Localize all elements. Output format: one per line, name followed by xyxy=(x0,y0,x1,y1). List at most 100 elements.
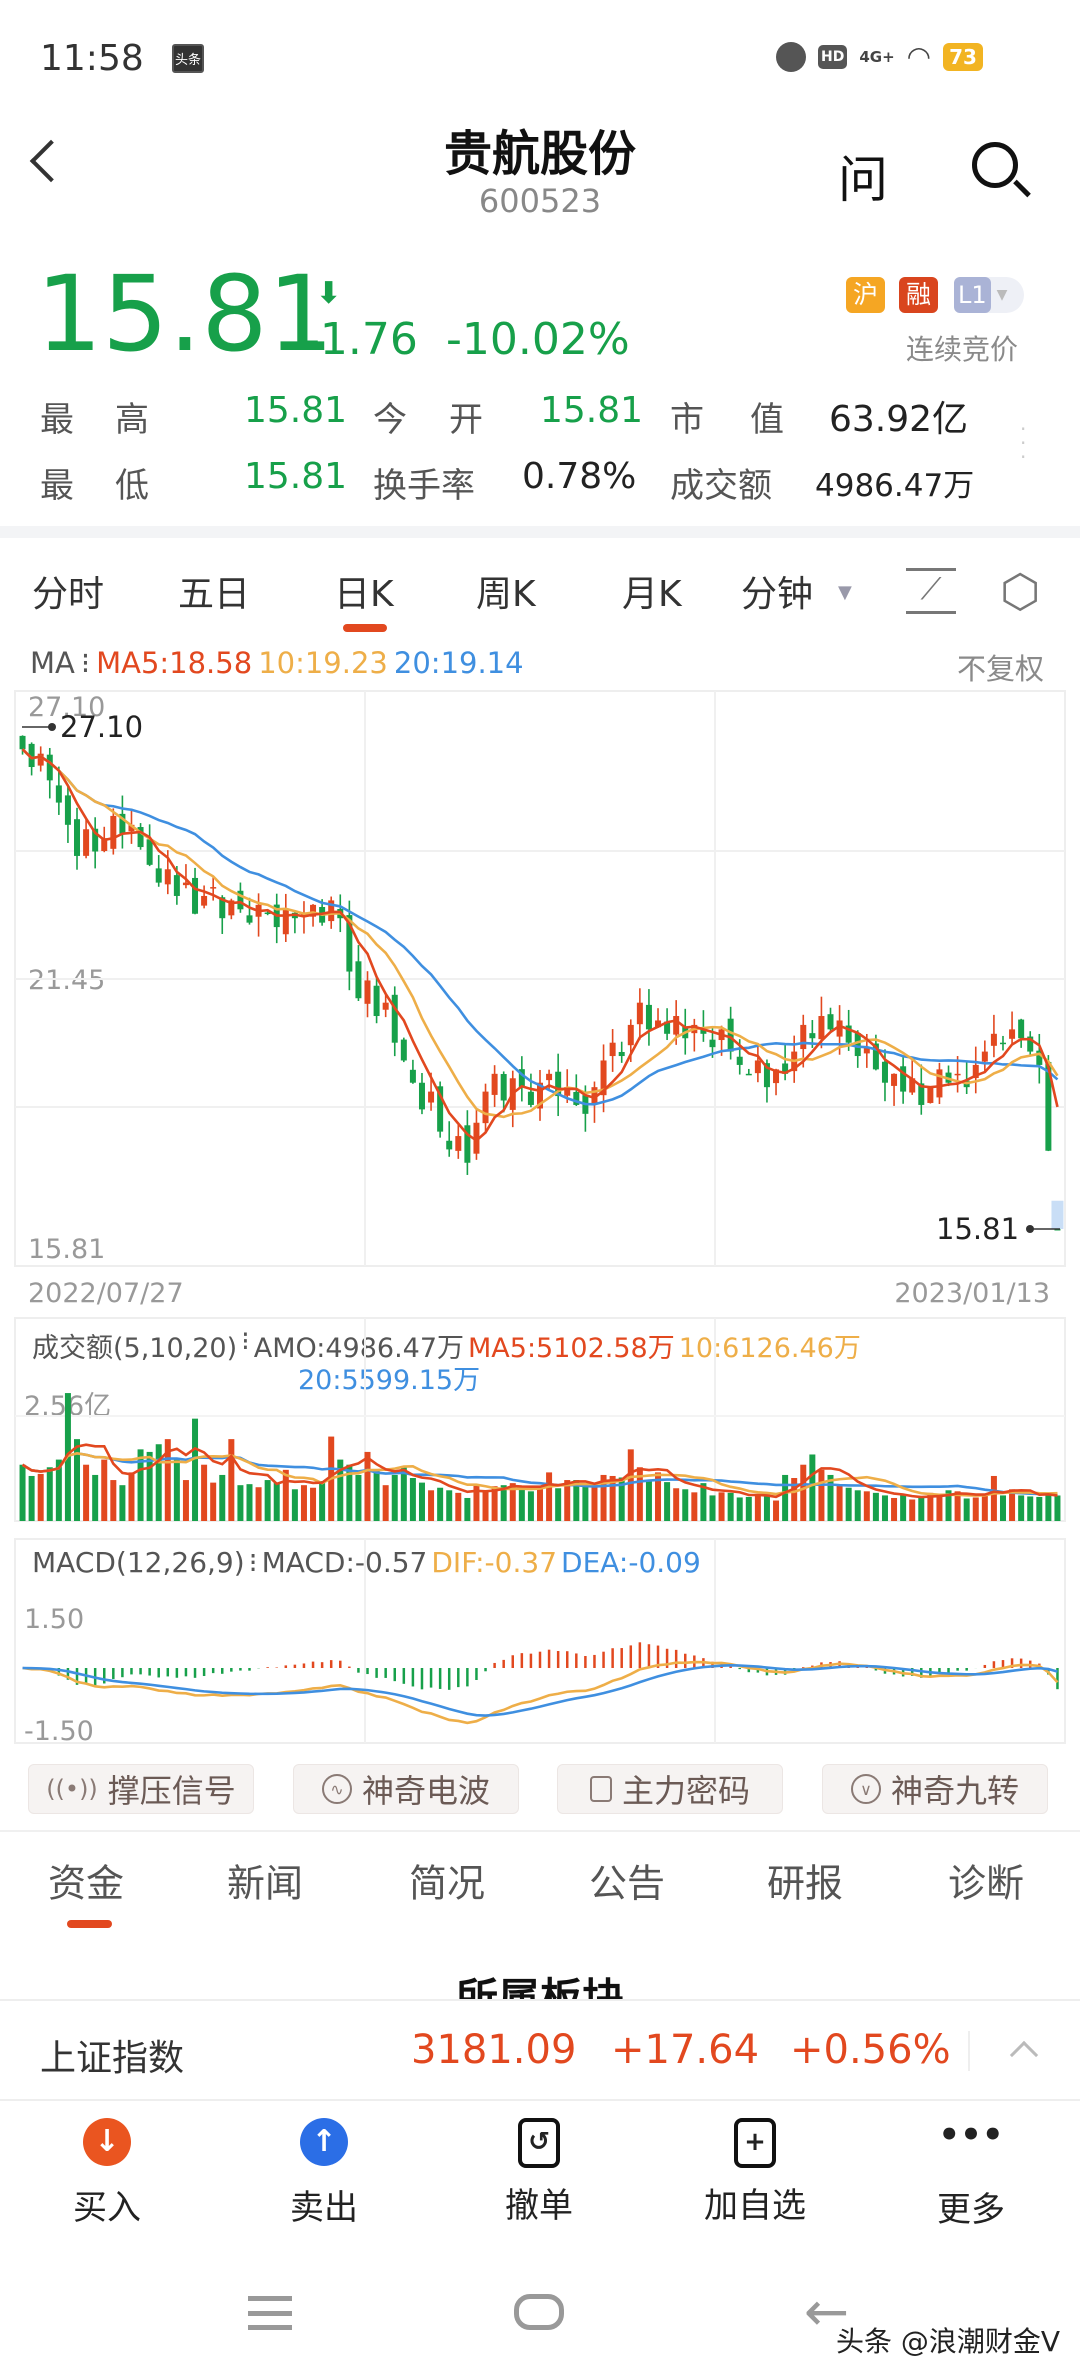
volume-bar xyxy=(691,1492,698,1521)
candle-body xyxy=(219,897,226,919)
volume-bar xyxy=(210,1482,217,1521)
volume-bar xyxy=(900,1494,907,1521)
settings-icon[interactable]: ⬡ xyxy=(1000,564,1041,618)
macd-axis-min: -1.50 xyxy=(24,1716,94,1747)
search-icon[interactable] xyxy=(972,142,1018,188)
tab-monthly-k[interactable]: 月K xyxy=(622,574,682,615)
candle-body xyxy=(999,1042,1006,1045)
signal-icon: 4G+ xyxy=(859,47,895,66)
ma5-value: MA5:18.58 xyxy=(96,646,253,680)
volume-bar xyxy=(818,1469,825,1521)
candle-body xyxy=(46,754,53,781)
magic-nine-button[interactable]: ∨ 神奇九转 xyxy=(822,1764,1048,1814)
watermark: 头条 @浪潮财金V xyxy=(836,2325,1061,2358)
candle-body xyxy=(373,985,380,1017)
more-button[interactable]: ••• 更多 xyxy=(901,2118,1041,2231)
candle-body xyxy=(845,1025,852,1043)
volume-bar xyxy=(600,1474,607,1521)
chevron-down-icon[interactable]: ▼ xyxy=(838,582,852,603)
open-label-2: 开 xyxy=(449,400,483,440)
active-tab-underline xyxy=(67,1920,112,1928)
tab-minute[interactable]: 分钟 xyxy=(741,574,814,615)
candle-body xyxy=(1036,1050,1043,1065)
ma-legend: MA ⁝ MA5:18.58 10:19.23 20:19.14 xyxy=(30,646,524,680)
volume-bar xyxy=(999,1495,1006,1521)
chevron-up-icon[interactable] xyxy=(1009,2040,1039,2070)
tab-weekly-k[interactable]: 周K xyxy=(476,574,536,615)
candle-body xyxy=(909,1078,916,1093)
tab-news[interactable]: 新闻 xyxy=(227,1861,304,1906)
sell-button[interactable]: ↑ 卖出 xyxy=(254,2118,394,2229)
volume-bar xyxy=(409,1478,416,1521)
volume-bar xyxy=(28,1475,35,1521)
volume-bar xyxy=(800,1464,807,1521)
index-bar[interactable]: 上证指数 3181.09 +17.64 +0.56% xyxy=(0,1999,1080,2101)
volume-bar xyxy=(391,1474,398,1521)
magic-wave-button[interactable]: ∿ 神奇电波 xyxy=(293,1764,519,1814)
back-nav-icon[interactable]: ← xyxy=(804,2280,850,2343)
cancel-order-button[interactable]: ↺ 撤单 xyxy=(469,2118,609,2227)
candle-body xyxy=(655,1020,662,1028)
legend-dots: ⁝ xyxy=(80,646,91,680)
more-vertical-icon[interactable]: · · · xyxy=(1020,417,1027,469)
candle-body xyxy=(1045,1061,1052,1151)
volume-bar xyxy=(854,1490,861,1521)
dif-line xyxy=(22,1660,1059,1725)
ma10-line xyxy=(21,748,1059,1119)
candle-body xyxy=(718,1029,725,1041)
volume-bar xyxy=(491,1486,498,1521)
candle-body xyxy=(437,1086,444,1132)
ask-button[interactable]: 问 xyxy=(838,151,888,209)
candle-body xyxy=(645,1004,652,1030)
tab-intraday[interactable]: 分时 xyxy=(32,574,105,615)
candle-body xyxy=(155,868,162,883)
adjust-toggle[interactable]: 不复权 xyxy=(957,652,1045,686)
tab-announcements[interactable]: 公告 xyxy=(589,1861,666,1906)
tab-diagnosis[interactable]: 诊断 xyxy=(948,1861,1025,1906)
add-watchlist-button[interactable]: + 加自选 xyxy=(685,2118,825,2227)
candle-body xyxy=(700,1028,707,1034)
tab-research[interactable]: 研报 xyxy=(767,1861,844,1906)
candle-body xyxy=(382,1002,389,1010)
volume-bar xyxy=(337,1459,344,1521)
volume-bar xyxy=(945,1490,952,1521)
chevron-circle-icon: ∨ xyxy=(850,1774,881,1804)
candle-body xyxy=(509,1078,516,1110)
tab-profile[interactable]: 简况 xyxy=(409,1861,486,1906)
support-resistance-button[interactable]: ((•)) 撑压信号 xyxy=(28,1764,254,1814)
main-force-code-button[interactable]: 主力密码 xyxy=(557,1764,783,1814)
tab-five-day[interactable]: 五日 xyxy=(178,574,251,615)
candle-body xyxy=(754,1060,761,1074)
volume-bar xyxy=(645,1480,652,1521)
open-value: 15.81 xyxy=(540,390,644,431)
price-change: -1.76 xyxy=(304,314,418,365)
buy-button[interactable]: ↓ 买入 xyxy=(37,2118,177,2229)
tab-capital[interactable]: 资金 xyxy=(48,1861,125,1906)
chart-type-icon[interactable]: ⟋ xyxy=(906,568,956,614)
tab-daily-k[interactable]: 日K xyxy=(334,574,394,615)
home-nav-icon[interactable] xyxy=(514,2294,564,2330)
volume-bar xyxy=(990,1475,997,1521)
volume-bar xyxy=(700,1483,707,1521)
volume-bar xyxy=(791,1478,798,1521)
candle-body xyxy=(537,1082,543,1109)
price-change-pct: -10.02% xyxy=(446,314,630,365)
volume-bar xyxy=(355,1474,362,1521)
min-marker-dot xyxy=(1026,1225,1034,1233)
volume-bar xyxy=(219,1474,226,1521)
level-dropdown[interactable]: L1 ▼ xyxy=(954,277,1024,313)
candle-body xyxy=(782,1063,789,1074)
volume-legend-name: 成交额(5,10,20) xyxy=(32,1333,238,1364)
volume-bar xyxy=(464,1497,471,1521)
volume-bar xyxy=(636,1467,643,1521)
candle-body xyxy=(210,887,217,889)
menu-nav-icon[interactable] xyxy=(248,2296,292,2330)
volume-bar xyxy=(736,1497,743,1521)
wave-icon: ∿ xyxy=(321,1774,352,1804)
volume-bar xyxy=(845,1487,852,1521)
volume-bar xyxy=(500,1485,507,1521)
action-label: 卖出 xyxy=(290,2188,358,2228)
candle-body xyxy=(74,819,81,856)
action-label: 撤单 xyxy=(505,2186,573,2226)
divider xyxy=(968,2031,970,2071)
